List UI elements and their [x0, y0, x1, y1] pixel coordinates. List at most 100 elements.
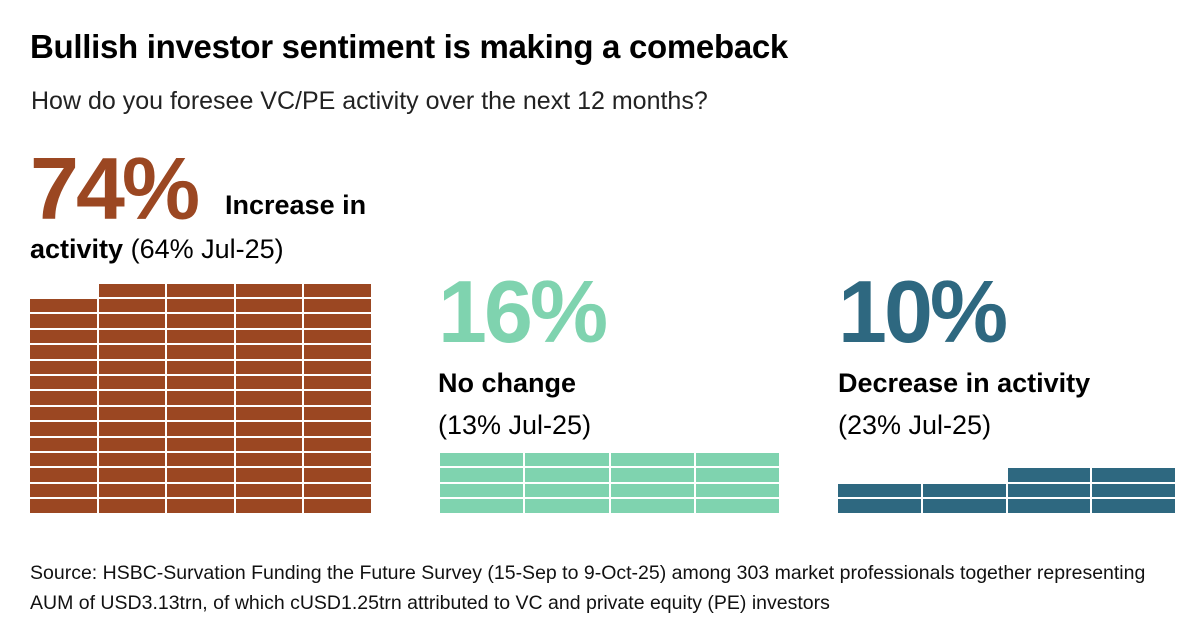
- waffle-brick: [167, 406, 234, 421]
- waffle-brick: [304, 345, 371, 359]
- waffle-brick: [304, 468, 371, 482]
- waffle-brick: [235, 499, 303, 513]
- waffle-brick: [1092, 468, 1175, 482]
- waffle-brick: [610, 453, 694, 467]
- waffle-brick: [98, 376, 166, 390]
- increase-label-line2: activity (64% Jul-25): [30, 236, 284, 263]
- waffle-brick: [167, 314, 234, 328]
- waffle-brick: [235, 406, 303, 421]
- waffle-brick: [98, 299, 166, 313]
- waffle-brick: [1007, 468, 1091, 482]
- waffle-brick: [1092, 499, 1175, 513]
- waffle-brick: [98, 422, 166, 436]
- waffle-brick: [525, 483, 609, 498]
- waffle-brick: [235, 391, 303, 405]
- no-change-comparison: (13% Jul-25): [438, 410, 592, 440]
- waffle-brick: [304, 437, 371, 451]
- waffle-brick: [30, 468, 97, 482]
- decrease-comparison: (23% Jul-25): [838, 410, 992, 440]
- waffle-brick: [98, 283, 166, 297]
- waffle-brick: [167, 329, 234, 344]
- waffle-brick: [30, 483, 97, 498]
- waffle-brick: [304, 391, 371, 405]
- waffle-brick: [167, 283, 234, 297]
- waffle-brick: [922, 499, 1006, 513]
- waffle-brick: [30, 499, 97, 513]
- waffle-brick: [167, 299, 234, 313]
- waffle-brick: [167, 360, 234, 374]
- waffle-brick: [98, 345, 166, 359]
- waffle-brick: [235, 345, 303, 359]
- chart-subtitle: How do you foresee VC/PE activity over t…: [31, 87, 708, 115]
- decrease-percent: 10%: [838, 262, 1008, 361]
- waffle-brick: [167, 437, 234, 451]
- waffle-brick: [304, 499, 371, 513]
- waffle-brick: [235, 453, 303, 467]
- waffle-brick: [235, 360, 303, 374]
- waffle-brick: [30, 314, 97, 328]
- waffle-brick: [610, 483, 694, 498]
- waffle-brick: [98, 406, 166, 421]
- increase-label: Increase in: [225, 190, 367, 220]
- waffle-brick: [304, 483, 371, 498]
- waffle-brick: [304, 360, 371, 374]
- waffle-brick: [30, 422, 97, 436]
- waffle-brick: [440, 499, 524, 513]
- waffle-brick: [440, 468, 524, 482]
- waffle-brick: [440, 483, 524, 498]
- waffle-brick: [235, 299, 303, 313]
- waffle-brick: [1092, 483, 1175, 498]
- waffle-brick: [167, 453, 234, 467]
- waffle-brick: [167, 376, 234, 390]
- waffle-brick: [304, 422, 371, 436]
- waffle-brick: [304, 329, 371, 344]
- waffle-brick: [167, 468, 234, 482]
- waffle-brick: [30, 437, 97, 451]
- waffle-brick: [30, 345, 97, 359]
- chart-title: Bullish investor sentiment is making a c…: [30, 28, 788, 65]
- waffle-brick: [235, 329, 303, 344]
- waffle-brick: [30, 360, 97, 374]
- waffle-brick: [167, 422, 234, 436]
- waffle-brick: [167, 499, 234, 513]
- waffle-brick: [695, 468, 779, 482]
- waffle-brick: [1007, 483, 1091, 498]
- waffle-brick: [525, 499, 609, 513]
- waffle-brick: [610, 468, 694, 482]
- waffle-brick: [235, 376, 303, 390]
- no-change-percent: 16%: [438, 262, 608, 361]
- waffle-brick: [235, 437, 303, 451]
- waffle-brick: [610, 499, 694, 513]
- waffle-brick: [30, 329, 97, 344]
- waffle-brick: [838, 483, 921, 498]
- waffle-brick: [167, 391, 234, 405]
- waffle-brick: [304, 283, 371, 297]
- decrease-label: Decrease in activity: [838, 368, 1091, 398]
- waffle-brick: [30, 376, 97, 390]
- source-note: Source: HSBC-Survation Funding the Futur…: [30, 562, 1146, 614]
- waffle-brick: [235, 283, 303, 297]
- waffle-brick: [30, 453, 97, 467]
- waffle-brick: [167, 483, 234, 498]
- waffle-brick: [695, 453, 779, 467]
- waffle-brick: [98, 329, 166, 344]
- waffle-brick: [167, 345, 234, 359]
- waffle-brick: [98, 360, 166, 374]
- waffle-brick: [30, 299, 97, 313]
- waffle-brick: [235, 468, 303, 482]
- increase-comparison: (64% Jul-25): [130, 234, 284, 264]
- waffle-brick: [98, 314, 166, 328]
- waffle-brick: [304, 299, 371, 313]
- waffle-brick: [440, 453, 524, 467]
- no-change-label: No change: [438, 368, 577, 398]
- waffle-brick: [304, 406, 371, 421]
- increase-percent: 74%: [30, 139, 200, 238]
- waffle-brick: [235, 314, 303, 328]
- waffle-brick: [98, 453, 166, 467]
- waffle-brick: [98, 483, 166, 498]
- waffle-brick: [98, 499, 166, 513]
- waffle-brick: [304, 376, 371, 390]
- waffle-brick: [525, 468, 609, 482]
- increase-label-activity: activity: [30, 234, 124, 264]
- waffle-brick: [98, 468, 166, 482]
